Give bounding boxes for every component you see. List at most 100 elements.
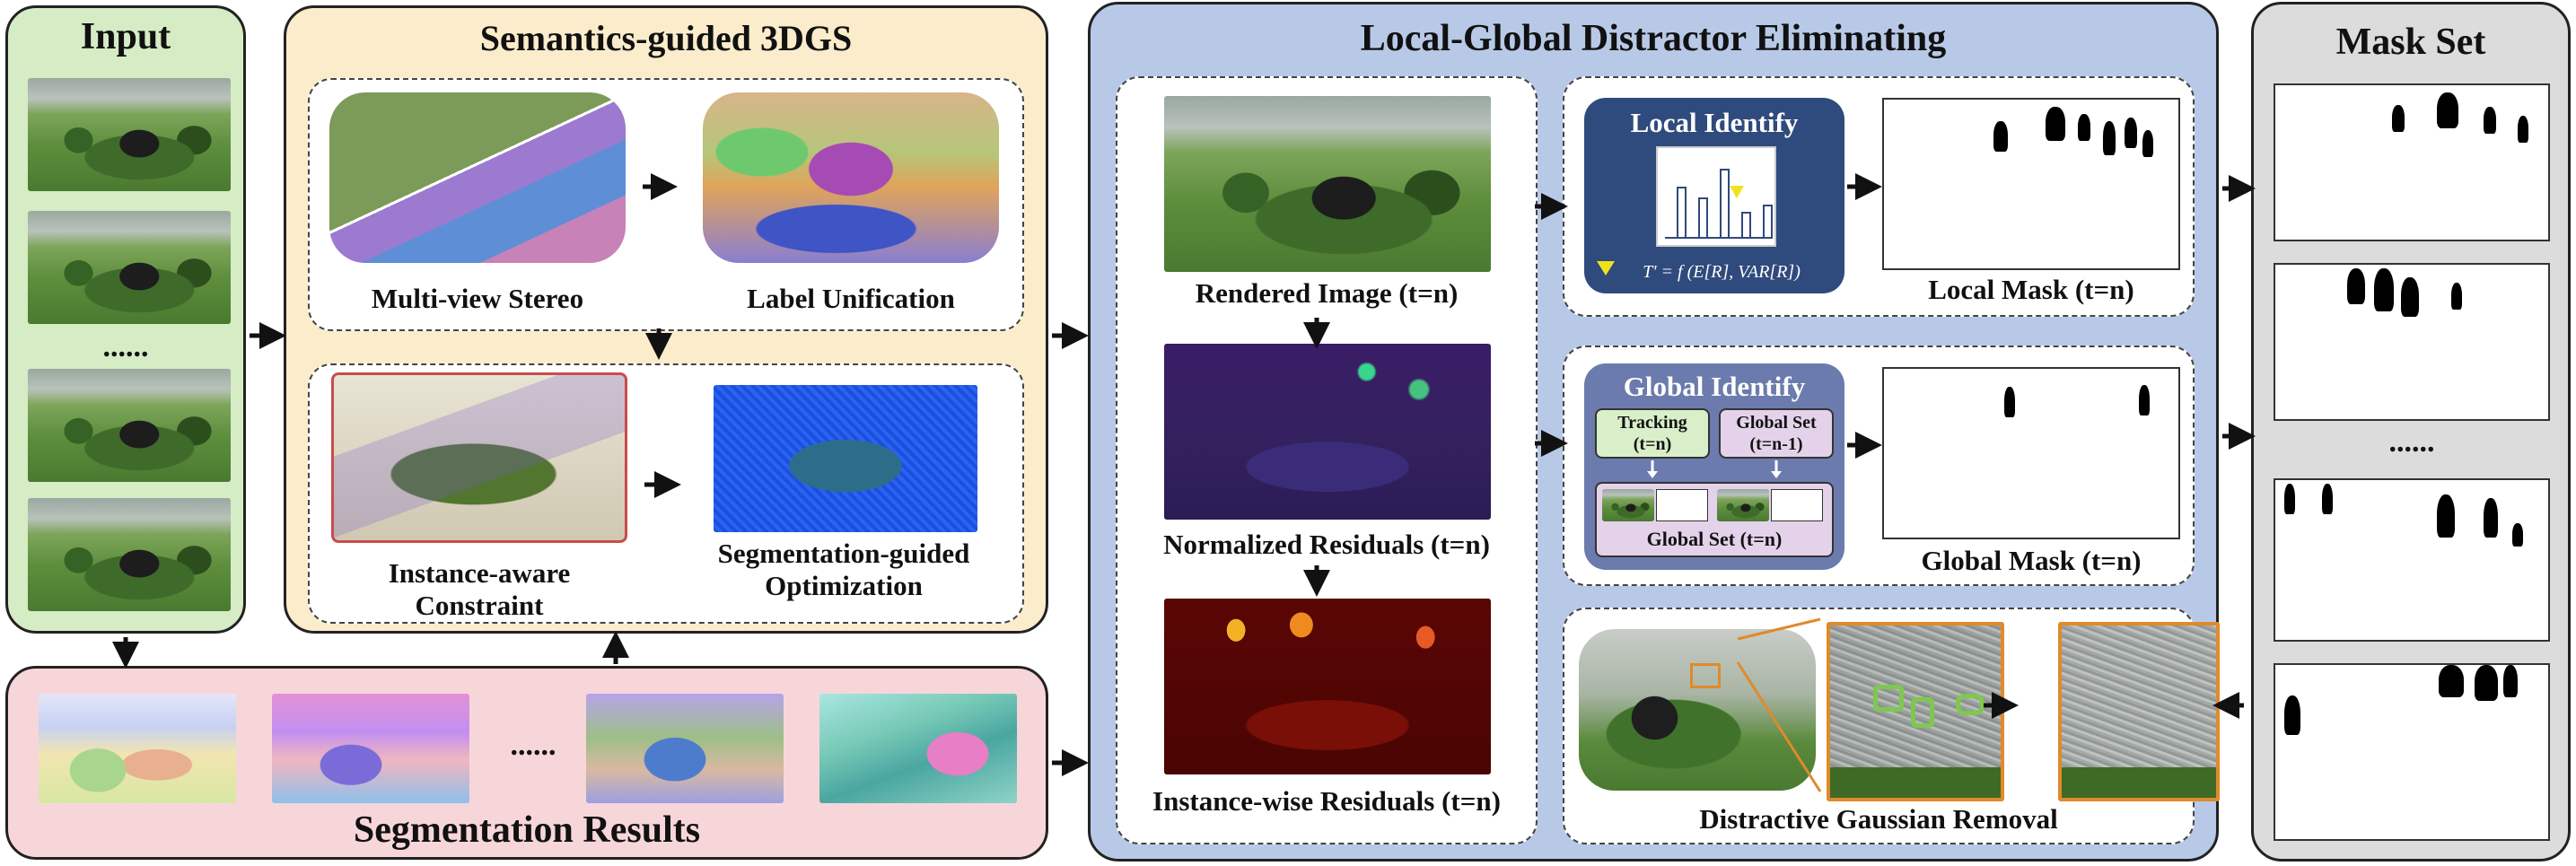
removal-grass-strip [1830,767,2001,798]
seg-ellipsis: ...... [510,729,556,762]
instance-aware-label-1: Instance-aware [388,557,571,589]
label-unification-label: Label Unification [747,283,955,314]
maskset-figure [2347,268,2365,304]
mvs-pointcloud [329,92,626,263]
maskset-ellipsis: ...... [2388,425,2435,459]
maskset-figure [2284,695,2300,735]
seg-result-4 [819,694,1017,803]
global-set-prev-label: Global Set [1736,413,1817,433]
input-frame-3 [28,369,231,482]
global-mask-figure [2004,387,2015,417]
local-mask-figure [2103,121,2116,155]
global-set-now-label: Global Set (t=n) [1646,528,1783,550]
removal-after-grass-strip [2062,767,2216,798]
global-set-mask-2 [1771,489,1823,521]
segmentation-title: Segmentation Results [353,809,701,851]
global-identify-group: Global Identify Tracking (t=n) Global Se… [1563,346,2195,586]
global-down-arrows [1647,460,1782,478]
mvs-label: Multi-view Stereo [371,283,584,314]
tracking-box: Tracking (t=n) [1595,408,1710,459]
instance-aware-boxes [331,372,627,543]
input-frame-4 [28,498,231,611]
maskset-figure [2401,277,2419,317]
global-mask-figure [2139,385,2150,416]
maskset-figure [2392,105,2405,132]
maskset-figure [2374,268,2394,311]
local-identify-title: Local Identify [1630,107,1799,138]
local-mask [1882,98,2180,270]
normalized-residuals-image [1164,344,1491,520]
semantics-top-group: Multi-view Stereo Label Unification [308,78,1024,331]
maskset-figure [2484,107,2496,134]
global-set-prev-box: Global Set (t=n-1) [1719,408,1834,459]
maskset-figure [2284,484,2295,514]
maskset-figure [2484,498,2498,538]
maskset-mask-3 [2274,478,2550,642]
maskset-figure [2518,116,2528,143]
instance-wise-residuals-image [1164,599,1491,774]
removal-distractor [1911,697,1934,728]
maskset-mask-4 [2274,663,2550,841]
maskset-figure [2503,665,2518,697]
maskset-mask-2 [2274,263,2550,421]
local-mask-label: Local Mask (t=n) [1928,274,2134,305]
maskset-mask-1 [2274,83,2550,241]
local-mask-figure [2125,118,2137,148]
label-unification-pointcloud [703,92,999,263]
local-formula: T' = f (E[R], VAR[R]) [1643,262,1801,282]
input-ellipsis: ...... [102,330,149,363]
maskset-title: Mask Set [2335,22,2486,63]
input-title: Input [80,16,171,57]
local-bar-chart [1656,146,1776,247]
local-mask-figure [2142,130,2153,157]
removal-zoom-box [1690,663,1721,688]
instance-aware-label-2: Constraint [415,590,544,621]
instance-wise-label: Instance-wise Residuals (t=n) [1152,785,1501,817]
segmentation-panel: ...... Segmentation Results [5,666,1048,860]
rendered-image [1164,96,1491,272]
maskset-figure [2475,665,2498,701]
threshold-marker-icon [1597,261,1615,276]
residuals-column: Rendered Image (t=n) Normalized Residual… [1116,76,1538,844]
semantics-title: Semantics-guided 3DGS [479,18,853,58]
global-set-thumb-2 [1717,489,1769,521]
global-mask-label: Global Mask (t=n) [1921,545,2142,576]
removal-scene [1579,629,1816,791]
rendered-label: Rendered Image (t=n) [1195,277,1459,309]
seg-result-1 [39,694,236,803]
maskset-figure [2439,665,2464,697]
local-identify-box: Local Identify T' = f (E[R], VAR[R]) [1584,98,1844,293]
semantics-panel: Semantics-guided 3DGS Multi-view Stereo … [284,5,1048,634]
input-frame-2 [28,211,231,324]
segmentation-guided-label-2: Optimization [765,570,923,601]
maskset-figure [2451,283,2462,310]
segmentation-guided-image [714,385,977,532]
global-identify-box: Global Identify Tracking (t=n) Global Se… [1584,363,1844,570]
removal-group: Distractive Gaussian Removal [1563,608,2220,844]
segmentation-guided-label-1: Segmentation-guided [717,538,970,569]
tracking-label: Tracking [1617,413,1687,433]
seg-result-2 [272,694,469,803]
bar-chart-svg [1665,169,1773,239]
removal-label: Distractive Gaussian Removal [1699,803,2058,835]
input-frame-1 [28,78,231,191]
maskset-figure [2512,523,2523,547]
threshold-icon [1730,186,1744,198]
seg-result-3 [586,694,784,803]
maskset-figure [2437,494,2455,538]
normalized-label: Normalized Residuals (t=n) [1163,529,1490,560]
local-mask-figure [2046,107,2065,141]
removal-distractor [1956,694,1985,715]
maskset-figure [2322,484,2333,514]
local-mask-figure [2078,114,2090,141]
global-set-thumb-1 [1602,489,1654,521]
maskset-panel: Mask Set ...... [2251,2,2571,862]
local-mask-figure [1993,121,2008,152]
global-identify-title: Global Identify [1623,371,1806,402]
lgde-title: Local-Global Distractor Eliminating [1360,18,1947,59]
maskset-figure [2437,92,2458,128]
global-mask [1882,367,2180,539]
input-panel: Input ...... [5,5,246,634]
global-set-now-box: Global Set (t=n) [1595,482,1834,557]
